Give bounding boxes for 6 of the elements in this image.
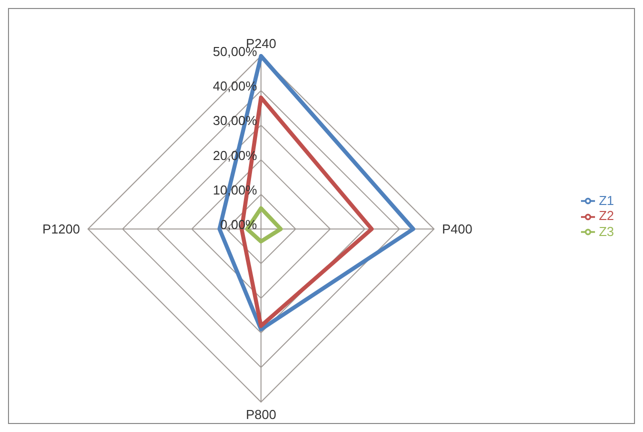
spoke-label: P1200: [42, 222, 80, 237]
legend-label: Z1: [598, 192, 614, 208]
legend-label: Z3: [598, 224, 614, 239]
spoke-label: P800: [246, 407, 276, 422]
legend-label: Z2: [598, 208, 614, 224]
spoke-label: P400: [442, 222, 472, 237]
